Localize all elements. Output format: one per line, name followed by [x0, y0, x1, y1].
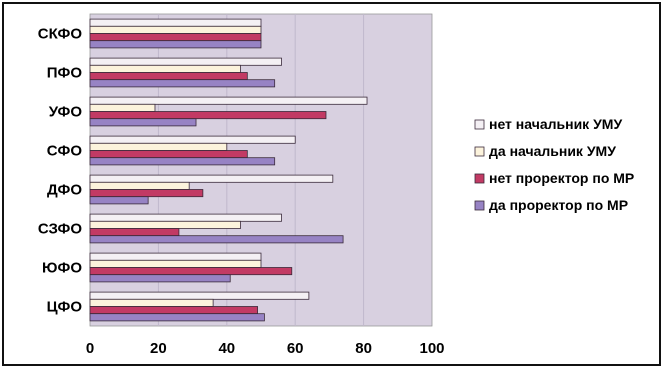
x-tick-label: 80: [355, 340, 372, 357]
bar: [89, 111, 327, 120]
bar: [89, 96, 368, 105]
bar: [89, 235, 344, 244]
bar: [89, 213, 282, 222]
legend-swatch: [474, 146, 485, 157]
bar: [89, 79, 276, 88]
bar: [89, 196, 149, 205]
bar: [89, 25, 262, 34]
category-label: ЮФО: [42, 260, 82, 277]
bar: [89, 174, 334, 183]
category-label: ДФО: [47, 182, 82, 199]
bar: [89, 18, 262, 27]
legend-swatch: [474, 119, 485, 130]
bar: [89, 228, 180, 237]
category-labels: СКФО ПФО УФО СФО ДФО СЗФО ЮФО ЦФО: [38, 26, 83, 316]
bar: [89, 291, 310, 300]
bar: [89, 267, 293, 276]
bar: [89, 64, 241, 73]
bar: [89, 72, 248, 81]
bar: [89, 103, 156, 112]
bar: [89, 33, 262, 42]
bar: [89, 259, 262, 268]
category-label: ПФО: [47, 65, 83, 82]
bar: [89, 306, 258, 315]
bar: [89, 252, 262, 261]
bar: [89, 40, 262, 49]
x-tick-label: 0: [86, 340, 94, 357]
category-label: УФО: [49, 104, 83, 121]
legend-label: да начальник УМУ: [489, 143, 616, 159]
category-label: СКФО: [38, 26, 83, 43]
legend-label: да проректор по МР: [489, 197, 628, 213]
category-label: СЗФО: [38, 221, 82, 238]
bars: [89, 18, 368, 322]
bar: [89, 150, 248, 159]
x-tick-labels: 0 20 40 60 80 100: [86, 340, 445, 357]
legend-swatch: [474, 173, 485, 184]
x-tick-label: 100: [419, 340, 444, 357]
bar: [89, 274, 231, 283]
legend-swatch: [474, 200, 485, 211]
bar: [89, 220, 241, 229]
category-label: СФО: [47, 143, 83, 160]
bar: [89, 157, 276, 166]
legend-label: нет проректор по МР: [489, 170, 634, 186]
category-label: ЦФО: [47, 299, 83, 316]
legend-label: нет начальник УМУ: [489, 116, 622, 132]
x-tick-label: 40: [218, 340, 235, 357]
x-tick-label: 60: [287, 340, 304, 357]
bar: [89, 135, 296, 144]
bar: [89, 57, 282, 66]
x-tick-label: 20: [150, 340, 167, 357]
bar: [89, 298, 214, 307]
bar: [89, 313, 265, 322]
bar: [89, 118, 197, 127]
bar: [89, 142, 228, 151]
bar: [89, 189, 204, 198]
legend: нет начальник УМУ да начальник УМУ нет про…: [474, 116, 634, 213]
bar: [89, 181, 190, 190]
